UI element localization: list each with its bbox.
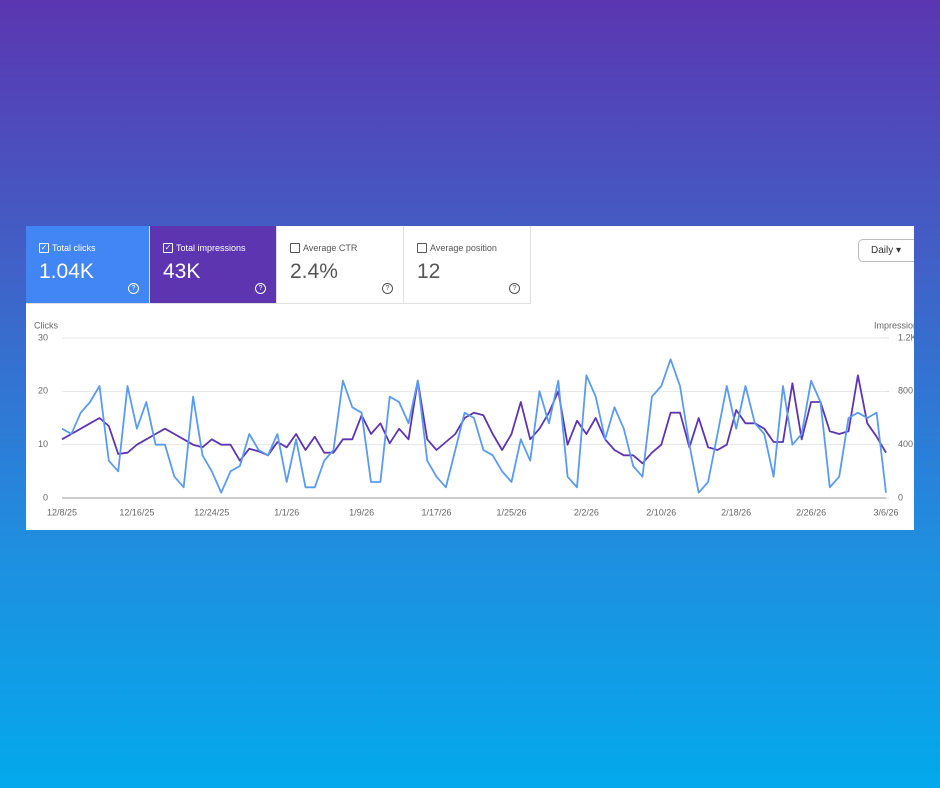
- metric-label: Average CTR: [303, 243, 358, 253]
- y-axis-title: Clicks: [34, 320, 58, 330]
- help-icon: ?: [382, 283, 393, 294]
- x-tick-label: 2/2/26: [574, 507, 599, 517]
- x-tick-label: 1/1/26: [274, 507, 299, 517]
- x-tick-label: 12/24/25: [194, 507, 229, 517]
- metric-label: Total impressions: [176, 243, 246, 253]
- dropdown-label: Daily: [871, 245, 894, 256]
- y-tick-label: 20: [38, 386, 48, 396]
- metric-label: Average position: [430, 243, 497, 253]
- help-icon: ?: [255, 283, 266, 294]
- metric-value: 43K: [163, 260, 201, 283]
- y-tick-label: 0: [43, 492, 48, 502]
- checkbox: [290, 243, 300, 253]
- y2-tick-label: 0: [898, 492, 903, 502]
- checkbox: [417, 243, 427, 253]
- metric-card[interactable]: Average position 12?: [404, 226, 531, 304]
- metric-card[interactable]: ✓ Total clicks 1.04K?: [26, 226, 150, 304]
- x-tick-label: 3/6/26: [873, 507, 898, 517]
- x-tick-label: 12/16/25: [119, 507, 154, 517]
- x-tick-label: 1/17/26: [422, 507, 452, 517]
- y2-tick-label: 1.2K: [898, 332, 914, 342]
- metric-label: Total clicks: [52, 243, 96, 253]
- help-icon: ?: [128, 283, 139, 294]
- x-tick-label: 1/9/26: [349, 507, 374, 517]
- x-tick-label: 2/10/26: [646, 507, 676, 517]
- metric-value: 1.04K: [39, 260, 94, 283]
- metric-card[interactable]: Average CTR 2.4%?: [277, 226, 404, 304]
- y-tick-label: 30: [38, 332, 48, 342]
- x-tick-label: 1/25/26: [496, 507, 526, 517]
- y-tick-label: 10: [38, 439, 48, 449]
- series-line: [61, 374, 887, 465]
- checkbox: ✓: [163, 243, 173, 253]
- performance-panel: Clicks Impressions 0 10 20 30 0 400 800 1.2K 12/8/…: [26, 226, 914, 530]
- y2-tick-label: 400: [898, 439, 913, 449]
- x-tick-label: 2/18/26: [721, 507, 751, 517]
- help-icon: ?: [509, 283, 520, 294]
- metric-card[interactable]: ✓ Total impressions 43K?: [150, 226, 277, 304]
- y2-tick-label: 800: [898, 386, 913, 396]
- x-tick-label: 2/26/26: [796, 507, 826, 517]
- chart: Clicks Impressions 0 10 20 30 0 400 800 1.2K 12/8/…: [34, 320, 914, 517]
- metric-value: 2.4%: [290, 260, 338, 283]
- series-line: [61, 358, 887, 494]
- checkbox: ✓: [39, 243, 49, 253]
- metric-value: 12: [417, 260, 441, 283]
- y2-axis-title: Impressions: [874, 320, 914, 330]
- x-tick-label: 12/8/25: [47, 507, 77, 517]
- granularity-dropdown[interactable]: Daily ▾: [858, 239, 914, 262]
